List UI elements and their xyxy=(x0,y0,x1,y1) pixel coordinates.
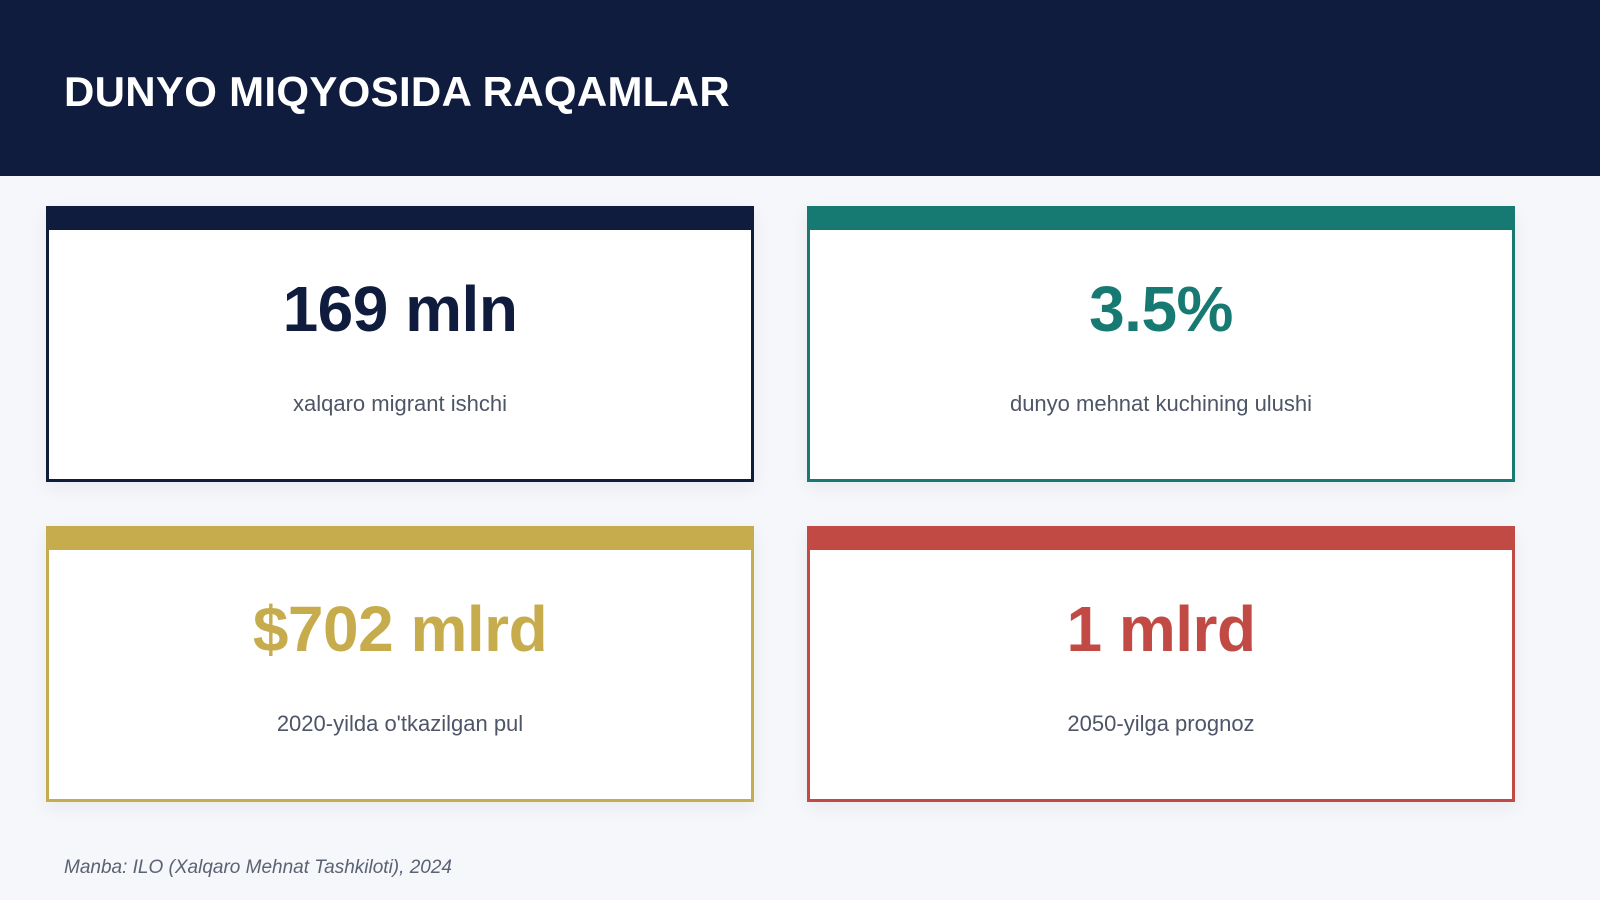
header-banner: DUNYO MIQYOSIDA RAQAMLAR xyxy=(0,0,1600,176)
card-accent-bar xyxy=(807,206,1515,230)
stat-value: $702 mlrd xyxy=(252,593,548,665)
card-accent-bar xyxy=(46,206,754,230)
stat-card-remittances: $702 mlrd 2020-yilda o'tkazilgan pul xyxy=(46,526,754,802)
stat-label: dunyo mehnat kuchining ulushi xyxy=(1009,391,1313,416)
card-accent-bar xyxy=(46,526,754,550)
card-accent-bar xyxy=(807,526,1515,550)
stat-value: 1 mlrd xyxy=(1066,593,1256,665)
stat-card-migrant-workers: 169 mln xalqaro migrant ishchi xyxy=(46,206,754,482)
stat-value: 169 mln xyxy=(282,273,518,345)
stat-label: xalqaro migrant ishchi xyxy=(293,391,507,416)
source-note: Manba: ILO (Xalqaro Mehnat Tashkiloti), … xyxy=(64,857,452,878)
slide-title: DUNYO MIQYOSIDA RAQAMLAR xyxy=(64,68,730,115)
stat-label: 2050-yilga prognoz xyxy=(1067,711,1255,736)
stat-label: 2020-yilda o'tkazilgan pul xyxy=(276,711,524,736)
stat-value: 3.5% xyxy=(1089,273,1233,345)
stat-card-forecast: 1 mlrd 2050-yilga prognoz xyxy=(807,526,1515,802)
stat-card-labor-share: 3.5% dunyo mehnat kuchining ulushi xyxy=(807,206,1515,482)
